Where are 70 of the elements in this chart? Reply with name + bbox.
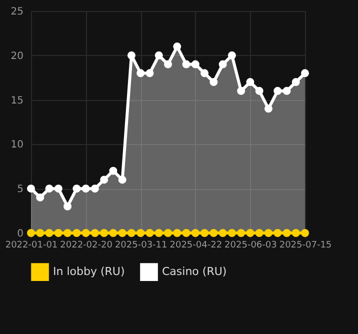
point	[292, 78, 300, 86]
point	[90, 184, 99, 193]
point	[274, 86, 282, 95]
x-tick-label: 2022-01-01	[5, 240, 58, 250]
point	[72, 184, 81, 193]
point	[164, 229, 172, 237]
point	[182, 229, 190, 237]
point	[154, 229, 163, 237]
y-tick-label: 10	[10, 140, 24, 151]
x-tick-label: 2025-04-22	[170, 240, 222, 250]
point	[173, 42, 182, 51]
point	[27, 184, 35, 193]
point	[200, 69, 209, 78]
point	[54, 229, 62, 237]
y-tick-label: 0	[17, 228, 24, 240]
point	[118, 176, 126, 184]
point	[118, 229, 126, 237]
point	[210, 78, 218, 86]
point	[191, 60, 200, 68]
point	[146, 69, 154, 78]
x-tick-label: 2022-02-20	[60, 240, 113, 250]
legend-label: In lobby (RU)	[53, 265, 125, 278]
point	[109, 229, 118, 237]
point	[228, 229, 236, 237]
x-tick-label: 2025-07-15	[279, 240, 332, 250]
point	[282, 229, 291, 237]
point	[100, 176, 108, 184]
point	[282, 86, 291, 95]
legend-label: Casino (RU)	[162, 265, 227, 278]
point	[64, 202, 72, 210]
point	[109, 166, 118, 175]
point	[146, 229, 154, 237]
y-tick-label: 25	[10, 6, 24, 18]
point	[274, 229, 282, 237]
x-tick-label: 2025-03-11	[114, 240, 168, 250]
point	[64, 229, 72, 237]
point	[72, 229, 81, 237]
point	[164, 60, 172, 68]
point	[173, 229, 182, 237]
point	[127, 51, 136, 60]
point	[54, 184, 62, 193]
point	[82, 184, 90, 193]
point	[218, 60, 227, 68]
point	[246, 78, 254, 86]
y-tick-label: 20	[10, 50, 24, 62]
point	[237, 86, 246, 95]
x-tick-label: 2025-06-03	[224, 240, 277, 250]
point	[200, 229, 209, 237]
point	[45, 229, 54, 237]
point	[90, 229, 99, 237]
y-tick-label: 15	[10, 95, 24, 106]
point	[127, 229, 136, 237]
point	[100, 229, 108, 237]
point	[255, 229, 264, 237]
point	[218, 229, 227, 237]
point	[182, 60, 190, 68]
point	[301, 69, 309, 78]
point	[154, 51, 163, 60]
point	[136, 69, 145, 78]
point	[237, 229, 246, 237]
point	[228, 51, 236, 60]
point	[36, 193, 44, 202]
point	[292, 229, 300, 237]
point	[264, 104, 272, 113]
point	[264, 229, 272, 237]
point	[255, 86, 264, 95]
point	[45, 184, 54, 193]
y-tick-label: 5	[17, 184, 24, 196]
point	[36, 229, 44, 237]
point	[210, 229, 218, 237]
